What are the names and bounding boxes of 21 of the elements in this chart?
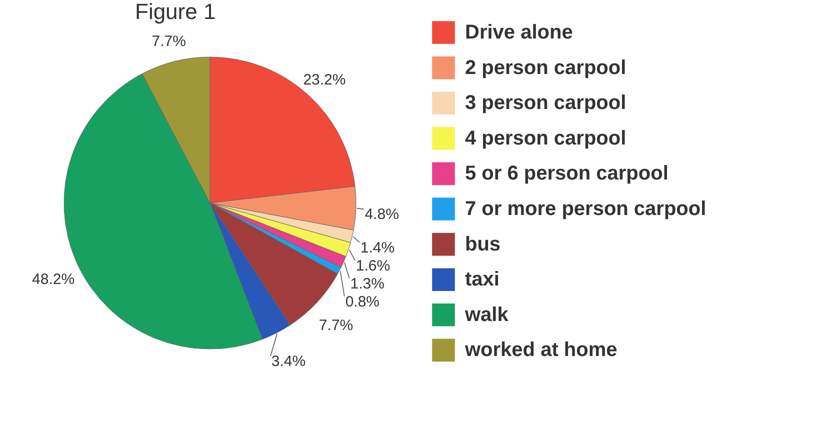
legend-label: taxi (465, 268, 500, 291)
data-label: 23.2% (303, 72, 346, 89)
chart-title: Figure 1 (135, 0, 216, 24)
data-label: 1.4% (360, 239, 395, 256)
legend-label: 2 person carpool (465, 56, 626, 79)
legend-label: 4 person carpool (465, 127, 626, 150)
legend-label: walk (464, 304, 510, 326)
data-label: 3.4% (271, 353, 306, 370)
data-label: 48.2% (32, 270, 75, 288)
data-label: 0.8% (345, 293, 380, 310)
data-label: 7.7% (152, 33, 186, 50)
legend-label: worked at home (464, 339, 618, 362)
legend-label: 7 or more person carpool (465, 198, 706, 220)
data-label: 7.7% (318, 317, 354, 334)
legend-label: 5 or 6 person carpool (465, 162, 668, 185)
legend-label: bus (465, 233, 501, 256)
data-label: 1.6% (356, 257, 390, 274)
data-label: 4.8% (364, 206, 399, 224)
legend-label: Drive alone (465, 22, 573, 44)
data-label: 1.3% (350, 275, 384, 292)
legend-label: 3 person carpool (465, 92, 626, 114)
